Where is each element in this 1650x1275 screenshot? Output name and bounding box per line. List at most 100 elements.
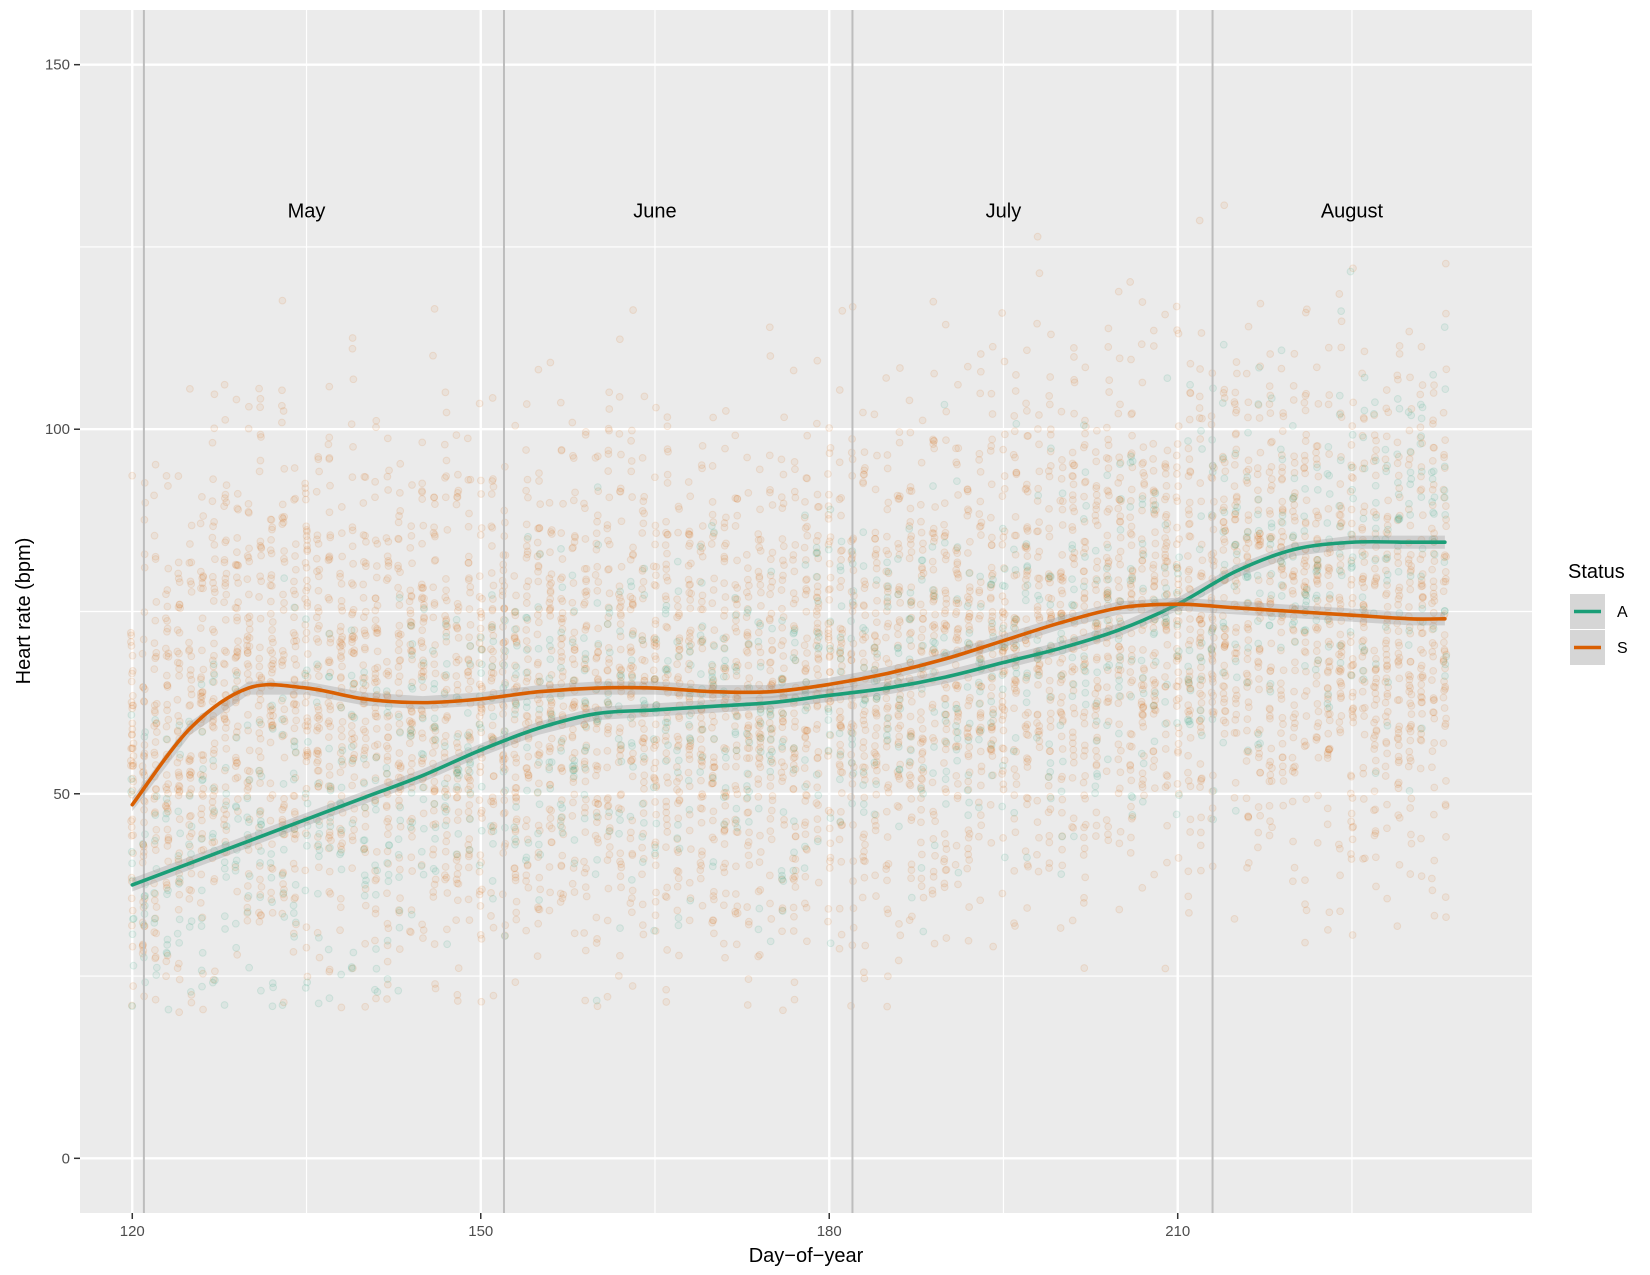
data-point-s [998, 492, 1007, 501]
data-point-s [765, 323, 774, 332]
data-point-s [289, 859, 298, 868]
data-point-a [661, 718, 670, 727]
data-point-s [152, 728, 161, 736]
data-point-a [326, 782, 335, 791]
data-point-s [234, 637, 242, 646]
data-point-s [906, 518, 915, 526]
data-point-s [1011, 828, 1020, 837]
data-point-s [1058, 551, 1067, 559]
data-point-a [837, 602, 846, 611]
data-point-s [185, 895, 194, 903]
data-point-s [686, 604, 695, 613]
data-point-a [222, 873, 231, 881]
data-point-s [871, 871, 880, 880]
data-point-s [187, 690, 196, 699]
data-point-a [466, 788, 475, 797]
data-point-s [185, 755, 194, 763]
data-point-a [847, 617, 856, 625]
data-point-s [1081, 820, 1090, 829]
data-point-s [1092, 808, 1101, 817]
data-point-s [198, 614, 207, 623]
data-point-s [325, 382, 334, 391]
data-point-s [801, 660, 810, 668]
data-point-s [860, 793, 869, 802]
data-point-s [245, 746, 254, 755]
data-point-a [337, 865, 346, 874]
data-point-a [1079, 421, 1088, 430]
data-point-s [1070, 409, 1079, 418]
data-point-s [988, 650, 997, 659]
data-point-s [674, 814, 683, 823]
data-point-a [1082, 501, 1091, 510]
data-point-s [208, 625, 217, 634]
data-point-a [697, 578, 706, 587]
data-point-s [1058, 505, 1067, 514]
data-point-a [441, 807, 450, 816]
data-point-s [419, 683, 428, 692]
data-point-s [395, 749, 404, 757]
data-point-s [349, 442, 357, 451]
data-point-s [780, 820, 789, 829]
data-point-s [244, 499, 253, 508]
data-point-s [779, 571, 787, 580]
data-point-s [151, 555, 160, 563]
data-point-s [940, 520, 948, 529]
data-point-s [209, 712, 218, 720]
data-point-a [546, 655, 555, 664]
data-point-s [186, 540, 194, 548]
data-point-s [337, 725, 346, 734]
data-point-s [534, 658, 542, 667]
data-point-s [743, 841, 752, 850]
data-point-s [129, 831, 138, 840]
data-point-s [1021, 711, 1030, 720]
data-point-s [1069, 503, 1077, 512]
data-point-s [150, 794, 159, 803]
data-point-s [127, 731, 136, 739]
data-point-s [813, 825, 822, 834]
data-point-a [545, 758, 554, 767]
data-point-s [963, 864, 972, 873]
data-point-a [245, 872, 254, 881]
data-point-s [858, 893, 867, 902]
data-point-s [941, 606, 950, 615]
data-point-s [685, 916, 694, 925]
data-point-a [211, 976, 219, 985]
data-point-s [685, 826, 694, 835]
data-point-s [976, 467, 985, 476]
data-point-s [826, 443, 835, 452]
data-point-s [638, 719, 646, 728]
data-point-s [569, 496, 578, 505]
data-point-s [290, 464, 299, 472]
data-point-a [268, 725, 277, 733]
data-point-s [999, 833, 1008, 842]
data-point-a [128, 859, 136, 868]
data-point-s [151, 846, 160, 855]
data-point-s [1068, 728, 1077, 737]
data-point-a [870, 758, 879, 767]
data-point-s [128, 704, 137, 713]
data-point-s [568, 418, 577, 427]
data-point-a [256, 858, 264, 867]
data-point-a [232, 671, 241, 679]
data-point-s [301, 495, 310, 504]
data-point-s [696, 858, 705, 867]
data-point-s [860, 448, 869, 456]
data-point-s [951, 860, 960, 869]
data-point-a [1058, 757, 1067, 766]
data-point-s [698, 847, 706, 856]
data-point-s [1022, 399, 1030, 408]
data-point-s [663, 413, 672, 422]
data-point-s [860, 974, 869, 983]
data-point-a [524, 838, 533, 847]
data-point-s [233, 504, 242, 513]
data-point-s [150, 701, 159, 710]
data-point-s [452, 652, 460, 661]
data-point-s [534, 577, 543, 586]
data-point-s [940, 499, 949, 508]
data-point-a [430, 800, 439, 808]
data-point-a [835, 775, 844, 784]
data-point-s [152, 929, 161, 938]
data-point-s [803, 937, 811, 946]
data-point-s [872, 564, 881, 573]
data-point-s [883, 704, 891, 713]
